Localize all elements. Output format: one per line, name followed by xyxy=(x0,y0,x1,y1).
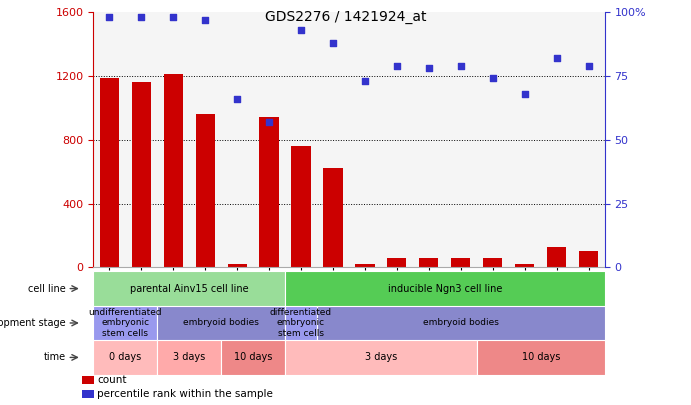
Point xyxy=(135,14,146,21)
Bar xyxy=(451,258,471,267)
Bar xyxy=(259,117,278,267)
Text: 0 days: 0 days xyxy=(109,352,142,362)
Point xyxy=(104,14,115,21)
Bar xyxy=(323,168,343,267)
Text: inducible Ngn3 cell line: inducible Ngn3 cell line xyxy=(388,284,502,294)
Point xyxy=(455,62,466,69)
Point xyxy=(424,65,435,72)
Bar xyxy=(483,258,502,267)
Text: differentiated
embryonic
stem cells: differentiated embryonic stem cells xyxy=(270,308,332,338)
Text: cell line: cell line xyxy=(28,284,66,294)
Text: 3 days: 3 days xyxy=(365,352,397,362)
Point xyxy=(296,27,307,33)
Text: development stage: development stage xyxy=(0,318,66,328)
Point xyxy=(391,62,402,69)
Point xyxy=(263,119,274,125)
Bar xyxy=(93,306,158,340)
Bar xyxy=(196,114,215,267)
Bar xyxy=(387,258,406,267)
Bar xyxy=(82,390,94,398)
Bar xyxy=(515,264,534,267)
Bar xyxy=(477,340,605,375)
Point xyxy=(551,55,562,61)
Text: time: time xyxy=(44,352,66,362)
Text: 10 days: 10 days xyxy=(522,352,560,362)
Point xyxy=(583,62,594,69)
Text: embryoid bodies: embryoid bodies xyxy=(183,318,259,328)
Text: percentile rank within the sample: percentile rank within the sample xyxy=(97,389,273,399)
Text: 10 days: 10 days xyxy=(234,352,272,362)
Point xyxy=(168,14,179,21)
Text: GDS2276 / 1421924_at: GDS2276 / 1421924_at xyxy=(265,10,426,24)
Bar xyxy=(419,258,438,267)
Bar xyxy=(158,340,221,375)
Bar xyxy=(355,264,375,267)
Text: count: count xyxy=(97,375,127,385)
Bar xyxy=(285,271,605,306)
Text: undifferentiated
embryonic
stem cells: undifferentiated embryonic stem cells xyxy=(88,308,162,338)
Bar xyxy=(93,271,285,306)
Bar xyxy=(292,146,310,267)
Point xyxy=(200,17,211,23)
Point xyxy=(328,40,339,46)
Text: 3 days: 3 days xyxy=(173,352,205,362)
Bar xyxy=(221,340,285,375)
Bar xyxy=(317,306,605,340)
Bar xyxy=(164,75,182,267)
Bar xyxy=(285,340,477,375)
Point xyxy=(519,91,530,97)
Bar xyxy=(100,77,119,267)
Bar xyxy=(227,264,247,267)
Bar xyxy=(82,376,94,384)
Bar xyxy=(285,306,317,340)
Text: parental Ainv15 cell line: parental Ainv15 cell line xyxy=(130,284,249,294)
Point xyxy=(231,96,243,102)
Bar xyxy=(93,340,158,375)
Point xyxy=(487,75,498,82)
Text: embryoid bodies: embryoid bodies xyxy=(423,318,499,328)
Bar xyxy=(131,82,151,267)
Bar xyxy=(579,252,598,267)
Bar xyxy=(547,247,566,267)
Bar xyxy=(158,306,285,340)
Point xyxy=(359,78,370,84)
